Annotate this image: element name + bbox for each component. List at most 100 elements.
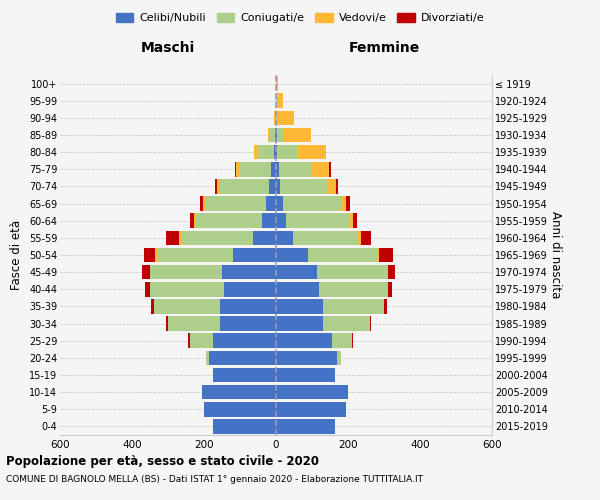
Text: Maschi: Maschi xyxy=(141,41,195,55)
Bar xyxy=(276,248,308,262)
Legend: Celibi/Nubili, Coniugati/e, Vedovi/e, Divorziati/e: Celibi/Nubili, Coniugati/e, Vedovi/e, Di… xyxy=(111,8,489,28)
Bar xyxy=(276,179,280,194)
Bar xyxy=(166,316,168,331)
Bar xyxy=(276,299,323,314)
Bar xyxy=(276,334,332,348)
Bar xyxy=(179,230,181,245)
Bar xyxy=(276,368,335,382)
Bar xyxy=(276,316,323,331)
Bar xyxy=(276,230,293,245)
Bar xyxy=(145,282,150,296)
Bar xyxy=(220,316,276,331)
Bar xyxy=(155,248,157,262)
Bar xyxy=(276,265,317,280)
Bar xyxy=(166,230,179,245)
Bar xyxy=(278,110,295,125)
Bar xyxy=(277,145,297,160)
Bar xyxy=(276,94,277,108)
Bar xyxy=(277,128,284,142)
Bar xyxy=(236,162,240,176)
Bar xyxy=(293,230,358,245)
Bar xyxy=(220,179,269,194)
Bar xyxy=(276,128,277,142)
Bar xyxy=(150,265,222,280)
Bar xyxy=(258,145,274,160)
Bar xyxy=(352,334,353,348)
Bar xyxy=(323,299,384,314)
Bar xyxy=(279,162,311,176)
Bar xyxy=(319,282,388,296)
Bar xyxy=(286,214,349,228)
Bar xyxy=(379,248,393,262)
Bar xyxy=(276,162,279,176)
Bar xyxy=(358,230,361,245)
Bar xyxy=(276,214,286,228)
Bar xyxy=(266,196,276,211)
Bar xyxy=(194,214,196,228)
Bar xyxy=(206,350,209,365)
Bar xyxy=(311,162,329,176)
Bar xyxy=(233,248,276,262)
Bar xyxy=(327,179,336,194)
Bar xyxy=(317,265,388,280)
Bar xyxy=(215,179,217,194)
Bar xyxy=(217,179,220,194)
Bar xyxy=(277,110,278,125)
Bar xyxy=(276,196,283,211)
Bar xyxy=(276,402,346,416)
Text: Femmine: Femmine xyxy=(349,41,419,55)
Bar xyxy=(384,299,387,314)
Bar xyxy=(204,402,276,416)
Bar xyxy=(262,214,276,228)
Bar xyxy=(388,282,392,296)
Bar xyxy=(240,162,271,176)
Bar xyxy=(269,179,276,194)
Bar xyxy=(353,214,357,228)
Bar xyxy=(205,196,266,211)
Bar xyxy=(222,265,276,280)
Bar xyxy=(190,214,194,228)
Bar xyxy=(224,282,276,296)
Bar xyxy=(157,248,233,262)
Bar xyxy=(188,334,190,348)
Bar xyxy=(142,265,150,280)
Bar xyxy=(332,334,352,348)
Bar xyxy=(280,179,327,194)
Bar xyxy=(213,419,276,434)
Bar xyxy=(150,282,224,296)
Bar xyxy=(268,128,270,142)
Bar xyxy=(200,196,203,211)
Bar xyxy=(361,230,371,245)
Bar xyxy=(276,385,348,400)
Bar xyxy=(213,368,276,382)
Bar xyxy=(154,299,220,314)
Bar xyxy=(190,334,213,348)
Bar xyxy=(253,230,276,245)
Bar xyxy=(202,385,276,400)
Bar xyxy=(336,179,338,194)
Bar xyxy=(377,248,379,262)
Bar xyxy=(270,128,275,142)
Bar xyxy=(213,334,276,348)
Bar xyxy=(370,316,371,331)
Bar xyxy=(276,76,278,91)
Y-axis label: Anni di nascita: Anni di nascita xyxy=(548,212,562,298)
Bar xyxy=(308,248,377,262)
Text: Popolazione per età, sesso e stato civile - 2020: Popolazione per età, sesso e stato civil… xyxy=(6,455,319,468)
Bar xyxy=(275,128,276,142)
Bar xyxy=(297,145,326,160)
Bar xyxy=(151,299,154,314)
Y-axis label: Fasce di età: Fasce di età xyxy=(10,220,23,290)
Bar xyxy=(271,162,276,176)
Bar xyxy=(349,214,353,228)
Text: COMUNE DI BAGNOLO MELLA (BS) - Dati ISTAT 1° gennaio 2020 - Elaborazione TUTTITA: COMUNE DI BAGNOLO MELLA (BS) - Dati ISTA… xyxy=(6,475,423,484)
Bar xyxy=(203,196,205,211)
Bar xyxy=(276,282,319,296)
Bar xyxy=(283,196,341,211)
Bar xyxy=(276,145,277,160)
Bar xyxy=(196,214,262,228)
Bar xyxy=(254,145,258,160)
Bar xyxy=(388,265,395,280)
Bar xyxy=(276,350,337,365)
Bar xyxy=(341,196,346,211)
